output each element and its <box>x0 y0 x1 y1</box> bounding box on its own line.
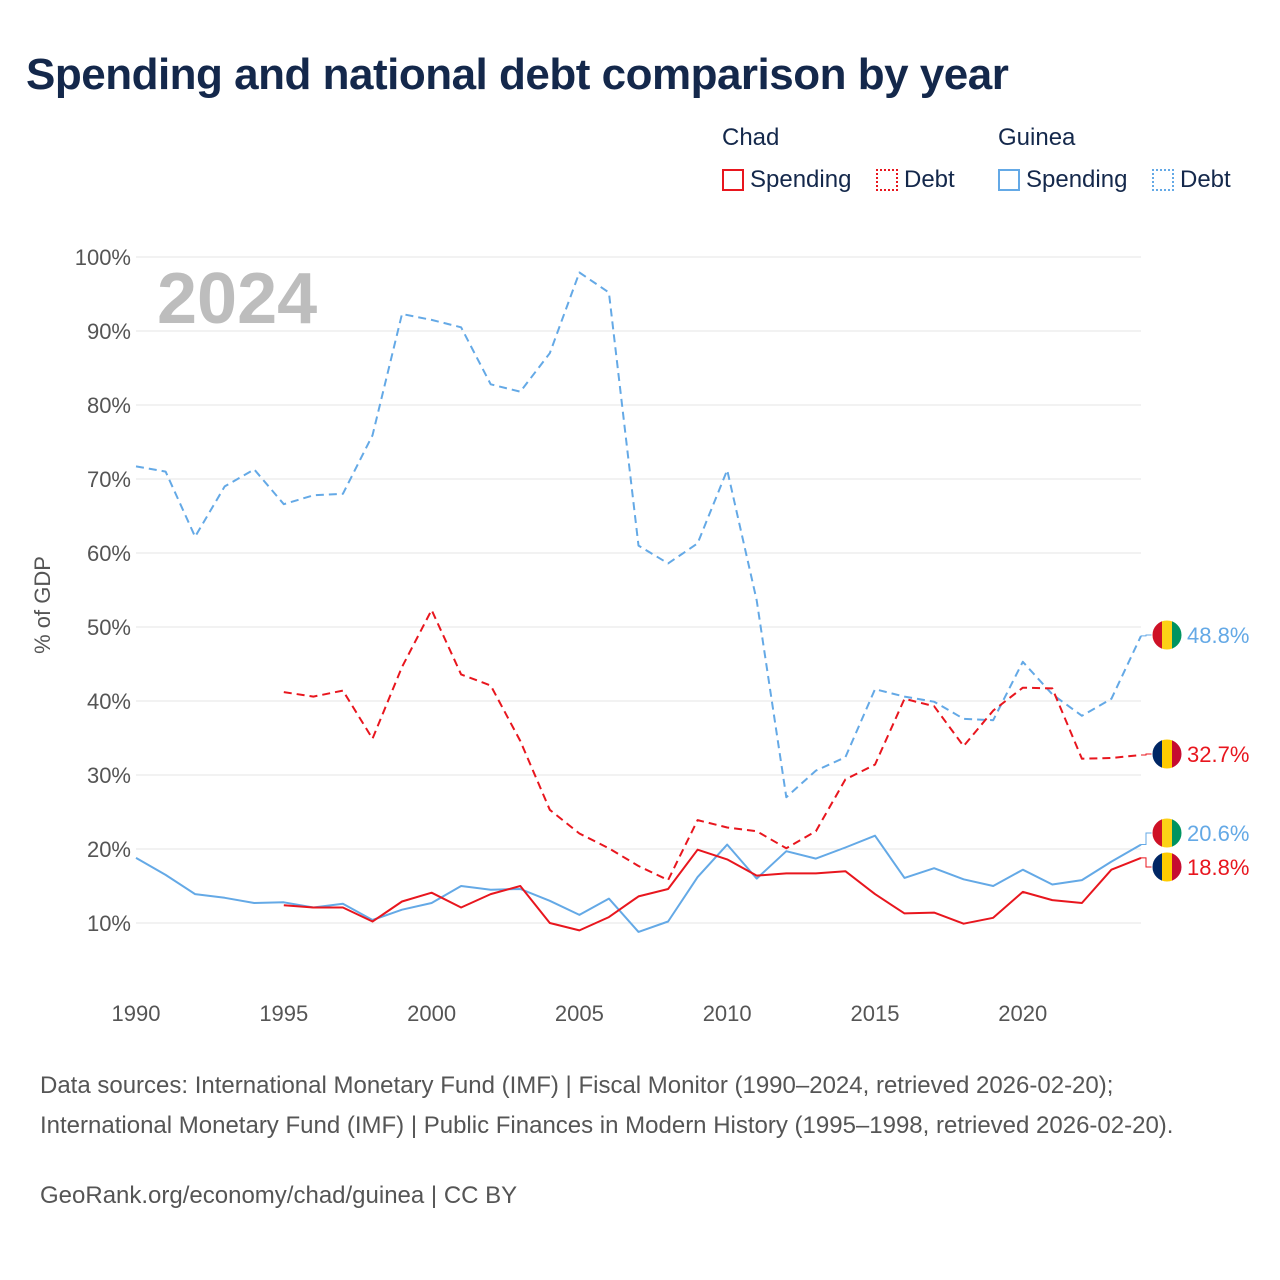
line-chart: 10% 20% 30% 40% 50% 60% 70% 80% 90% 100% 1990 1995… <box>30 245 1249 1026</box>
grid-lines <box>136 256 1141 924</box>
legend-guinea-debt-label: Debt <box>1180 166 1231 193</box>
y-tick-label: 90% <box>87 319 131 344</box>
chad-spending-line[interactable] <box>283 848 1142 932</box>
data-sources: Data sources: International Monetary Fun… <box>40 1072 1174 1139</box>
end-connector <box>1141 832 1152 846</box>
legend-dotted-swatch-icon <box>1152 169 1174 191</box>
legend-chad-spending-label: Spending <box>750 166 852 193</box>
x-tick-label: 2005 <box>555 1001 604 1026</box>
legend-chad-debt[interactable]: Debt <box>876 165 955 195</box>
y-tick-label: 100% <box>75 245 131 270</box>
y-axis-ticks: 10% 20% 30% 40% 50% 60% 70% 80% 90% 100% <box>75 245 131 936</box>
y-tick-label: 10% <box>87 911 131 936</box>
end-markers: 48.8% 32.7% 20.6% 18.8% <box>1141 619 1249 883</box>
chad-debt-line[interactable] <box>283 609 1142 882</box>
legend-solid-swatch-icon <box>998 169 1020 191</box>
end-connector <box>1141 753 1152 756</box>
chad-flag-icon <box>1151 738 1183 770</box>
end-connector <box>1141 857 1152 868</box>
x-tick-label: 2000 <box>407 1001 456 1026</box>
x-tick-label: 2020 <box>998 1001 1047 1026</box>
legend-country-guinea: Guinea <box>998 124 1076 151</box>
chad-debt-end-value: 32.7% <box>1187 742 1249 767</box>
current-year-label: 2024 <box>157 259 317 339</box>
legend-chad-spending[interactable]: Spending <box>722 165 851 195</box>
y-tick-label: 80% <box>87 393 131 418</box>
legend-guinea-debt[interactable]: Debt <box>1152 165 1231 195</box>
y-tick-label: 40% <box>87 689 131 714</box>
chart-title: Spending and national debt comparison by… <box>26 50 1009 99</box>
y-axis-label: % of GDP <box>30 556 55 654</box>
x-tick-label: 1995 <box>259 1001 308 1026</box>
guinea-flag-icon <box>1151 619 1183 651</box>
guinea-debt-end-value: 48.8% <box>1187 623 1249 648</box>
y-tick-label: 70% <box>87 467 131 492</box>
guinea-flag-icon <box>1151 817 1183 849</box>
legend-solid-swatch-icon <box>722 169 744 191</box>
y-tick-label: 20% <box>87 837 131 862</box>
x-axis-ticks: 1990 1995 2000 2005 2010 2015 2020 <box>112 1001 1048 1026</box>
x-tick-label: 2010 <box>703 1001 752 1026</box>
chad-flag-icon <box>1151 851 1183 883</box>
credit-link[interactable]: GeoRank.org/economy/chad/guinea | CC BY <box>40 1182 518 1209</box>
chad-spending-end-value: 18.8% <box>1187 855 1249 880</box>
legend-country-chad: Chad <box>722 124 780 151</box>
series-lines <box>135 271 1142 933</box>
y-tick-label: 50% <box>87 615 131 640</box>
guinea-debt-line[interactable] <box>135 271 1142 799</box>
x-tick-label: 2015 <box>850 1001 899 1026</box>
legend-guinea-spending[interactable]: Spending <box>998 165 1127 195</box>
guinea-spending-end-value: 20.6% <box>1187 821 1249 846</box>
end-connector <box>1141 634 1152 637</box>
legend-guinea-spending-label: Spending <box>1026 166 1128 193</box>
legend-chad-debt-label: Debt <box>904 166 955 193</box>
x-tick-label: 1990 <box>112 1001 161 1026</box>
legend-dotted-swatch-icon <box>876 169 898 191</box>
y-tick-label: 30% <box>87 763 131 788</box>
y-tick-label: 60% <box>87 541 131 566</box>
